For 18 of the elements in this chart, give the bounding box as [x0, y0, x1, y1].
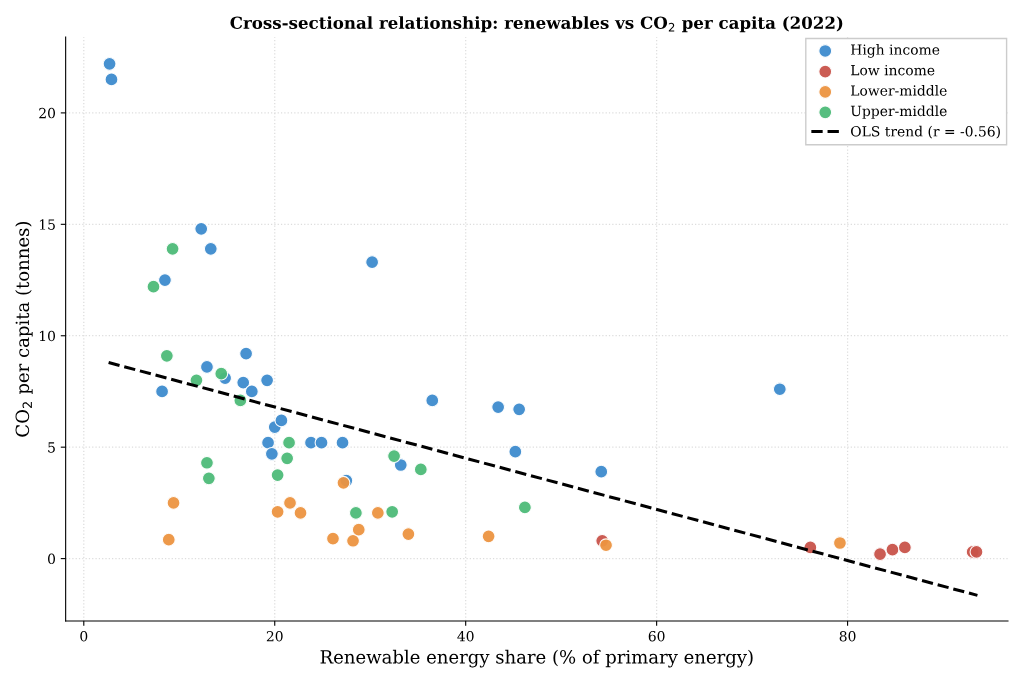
legend-label: OLS trend (r = -0.56): [851, 125, 1000, 139]
legend-label: Lower-middle: [851, 85, 947, 96]
y-axis-title: CO$_{2}$ per capita (tonnes): [15, 222, 33, 437]
x-tick-label: 40: [457, 630, 474, 642]
x-tick-label: 60: [648, 630, 665, 642]
legend-label: High income: [851, 44, 940, 58]
y-tick-label: 5: [48, 442, 55, 453]
x-tick-label: 20: [266, 630, 283, 642]
x-axis-title: Renewable energy share (% of primary energy): [320, 649, 753, 668]
y-tick-label: 20: [39, 107, 56, 119]
legend-label: Low income: [851, 64, 935, 76]
chart-title: Cross-sectional relationship: renewables vs CO$_{2}$ per capita (2022): [230, 16, 843, 33]
legend-label: Upper-middle: [850, 105, 947, 119]
x-tick-label: 80: [839, 630, 856, 642]
y-tick-label: 15: [39, 219, 55, 230]
x-tick-label: 0: [80, 630, 88, 642]
y-tick-label: 0: [48, 553, 56, 565]
y-tick-label: 10: [39, 330, 56, 342]
